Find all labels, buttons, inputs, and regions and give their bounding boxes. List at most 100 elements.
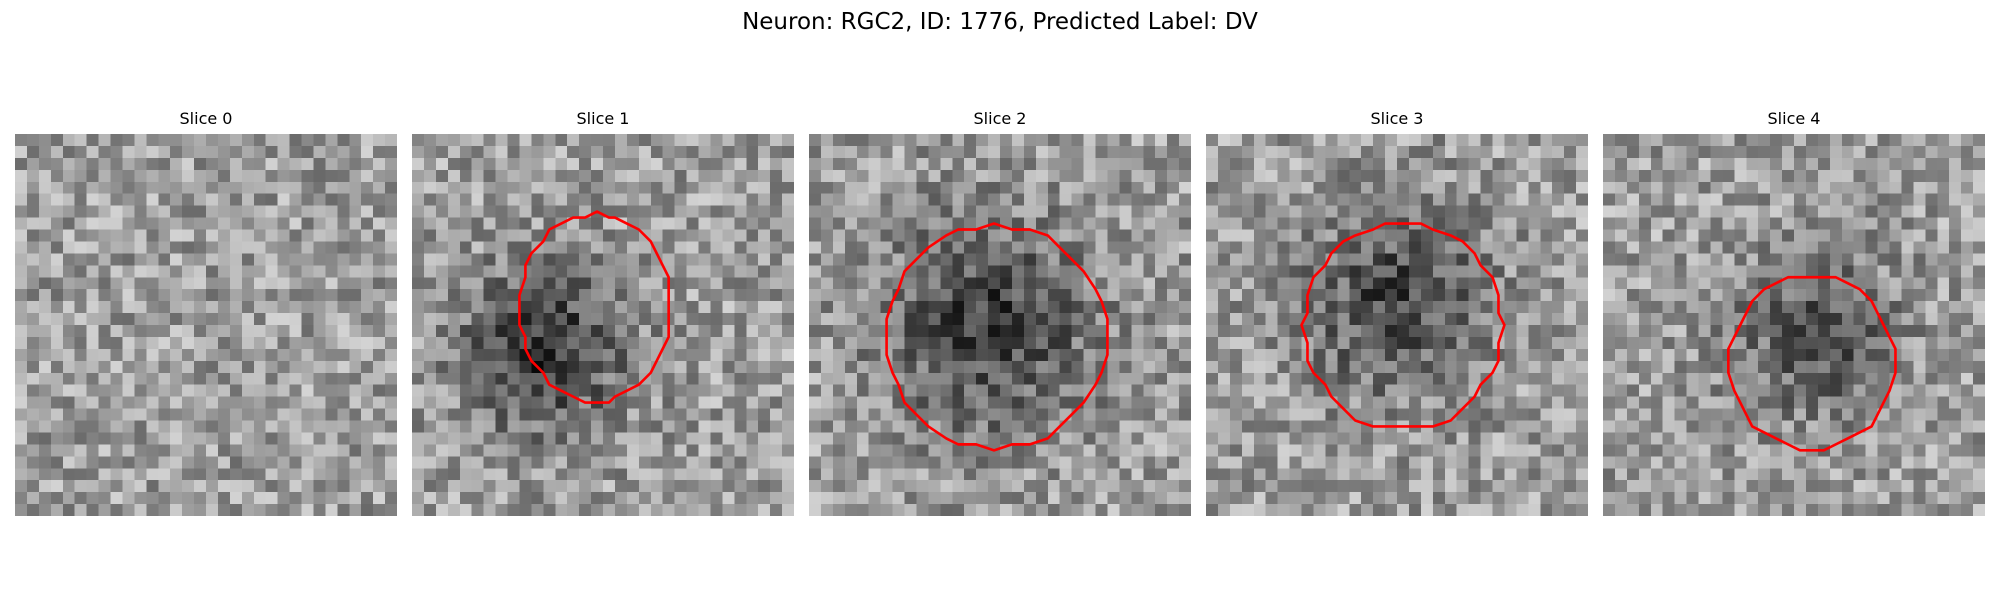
pixel-cell xyxy=(1349,492,1362,505)
pixel-cell xyxy=(1277,241,1290,254)
pixel-cell xyxy=(1301,420,1314,433)
pixel-cell xyxy=(373,432,386,445)
pixel-cell xyxy=(206,169,219,182)
pixel-cell xyxy=(1746,181,1759,194)
pixel-cell xyxy=(26,253,40,266)
pixel-cell xyxy=(614,444,628,457)
pixel-cell xyxy=(1131,348,1144,362)
pixel-cell xyxy=(289,325,302,338)
pixel-cell xyxy=(1782,360,1795,373)
pixel-cell xyxy=(1734,444,1747,457)
pixel-cell xyxy=(1528,432,1541,445)
pixel-cell xyxy=(1253,384,1266,397)
pixel-cell xyxy=(134,181,147,194)
pixel-cell xyxy=(1638,277,1651,290)
pixel-cell xyxy=(1408,325,1422,338)
pixel-cell xyxy=(1035,360,1048,373)
pixel-cell xyxy=(1083,145,1096,159)
pixel-cell xyxy=(1071,336,1084,350)
pixel-cell xyxy=(928,372,941,385)
pixel-cell xyxy=(1325,360,1338,373)
pixel-cell xyxy=(26,325,40,338)
pixel-cell xyxy=(110,420,123,433)
pixel-cell xyxy=(916,504,929,516)
pixel-cell xyxy=(265,372,278,385)
pixel-cell xyxy=(313,372,326,385)
pixel-cell xyxy=(1710,348,1723,362)
pixel-cell xyxy=(1337,384,1350,397)
pixel-cell xyxy=(662,480,675,493)
pixel-cell xyxy=(1913,372,1926,385)
pixel-cell xyxy=(686,265,699,278)
pixel-cell xyxy=(134,241,147,254)
pixel-cell xyxy=(325,420,338,433)
pixel-cell xyxy=(1179,408,1191,421)
pixel-cell xyxy=(435,193,449,206)
pixel-cell xyxy=(964,313,977,326)
pixel-cell xyxy=(337,181,350,194)
pixel-cell xyxy=(1385,169,1398,182)
pixel-cell xyxy=(1385,432,1398,445)
pixel-cell xyxy=(531,348,544,362)
pixel-cell xyxy=(1805,360,1819,373)
pixel-cell xyxy=(1853,336,1866,350)
pixel-cell xyxy=(1603,145,1616,159)
pixel-cell xyxy=(1071,157,1084,171)
pixel-cell xyxy=(146,456,159,469)
pixel-cell xyxy=(820,360,834,373)
pixel-cell xyxy=(483,432,496,445)
pixel-cell xyxy=(1492,408,1505,421)
pixel-cell xyxy=(1277,181,1290,194)
pixel-cell xyxy=(134,480,147,493)
pixel-cell xyxy=(1373,408,1386,421)
pixel-cell xyxy=(1035,396,1048,409)
pixel-cell xyxy=(1241,241,1254,254)
pixel-cell xyxy=(686,134,699,147)
pixel-cell xyxy=(1949,193,1962,206)
pixel-cell xyxy=(423,420,437,433)
pixel-cell xyxy=(603,181,616,194)
pixel-cell xyxy=(1456,301,1469,314)
pixel-cell xyxy=(1143,348,1156,362)
pixel-cell xyxy=(1516,241,1529,254)
pixel-cell xyxy=(1229,432,1243,445)
pixel-cell xyxy=(1674,348,1687,362)
pixel-cell xyxy=(507,492,520,505)
pixel-cell xyxy=(952,384,965,397)
pixel-cell xyxy=(423,432,437,445)
pixel-cell xyxy=(638,420,651,433)
pixel-cell xyxy=(1035,492,1048,505)
pixel-cell xyxy=(856,145,869,159)
pixel-cell xyxy=(337,480,350,493)
pixel-cell xyxy=(229,265,243,278)
pixel-cell xyxy=(1217,420,1231,433)
pixel-cell xyxy=(952,205,965,218)
pixel-cell xyxy=(1047,134,1060,147)
pixel-cell xyxy=(1155,360,1168,373)
pixel-cell xyxy=(349,396,362,409)
pixel-cell xyxy=(734,492,747,505)
pixel-cell xyxy=(229,504,243,516)
pixel-cell xyxy=(662,420,675,433)
pixel-cell xyxy=(1805,229,1819,242)
pixel-cell xyxy=(603,157,616,171)
pixel-cell xyxy=(361,169,374,182)
pixel-cell xyxy=(301,134,314,147)
pixel-cell xyxy=(1277,193,1290,206)
pixel-cell xyxy=(134,169,147,182)
pixel-cell xyxy=(844,253,857,266)
pixel-cell xyxy=(349,301,362,314)
pixel-cell xyxy=(1229,384,1243,397)
pixel-cell xyxy=(1817,336,1831,350)
pixel-cell xyxy=(1817,181,1831,194)
pixel-cell xyxy=(1349,193,1362,206)
pixel-cell xyxy=(1552,217,1565,230)
pixel-cell xyxy=(1480,325,1493,338)
pixel-cell xyxy=(1805,169,1819,182)
pixel-cell xyxy=(325,289,338,302)
pixel-cell xyxy=(1119,205,1132,218)
pixel-cell xyxy=(1782,229,1795,242)
pixel-cell xyxy=(1722,384,1735,397)
pixel-cell xyxy=(1758,444,1771,457)
pixel-cell xyxy=(206,384,219,397)
